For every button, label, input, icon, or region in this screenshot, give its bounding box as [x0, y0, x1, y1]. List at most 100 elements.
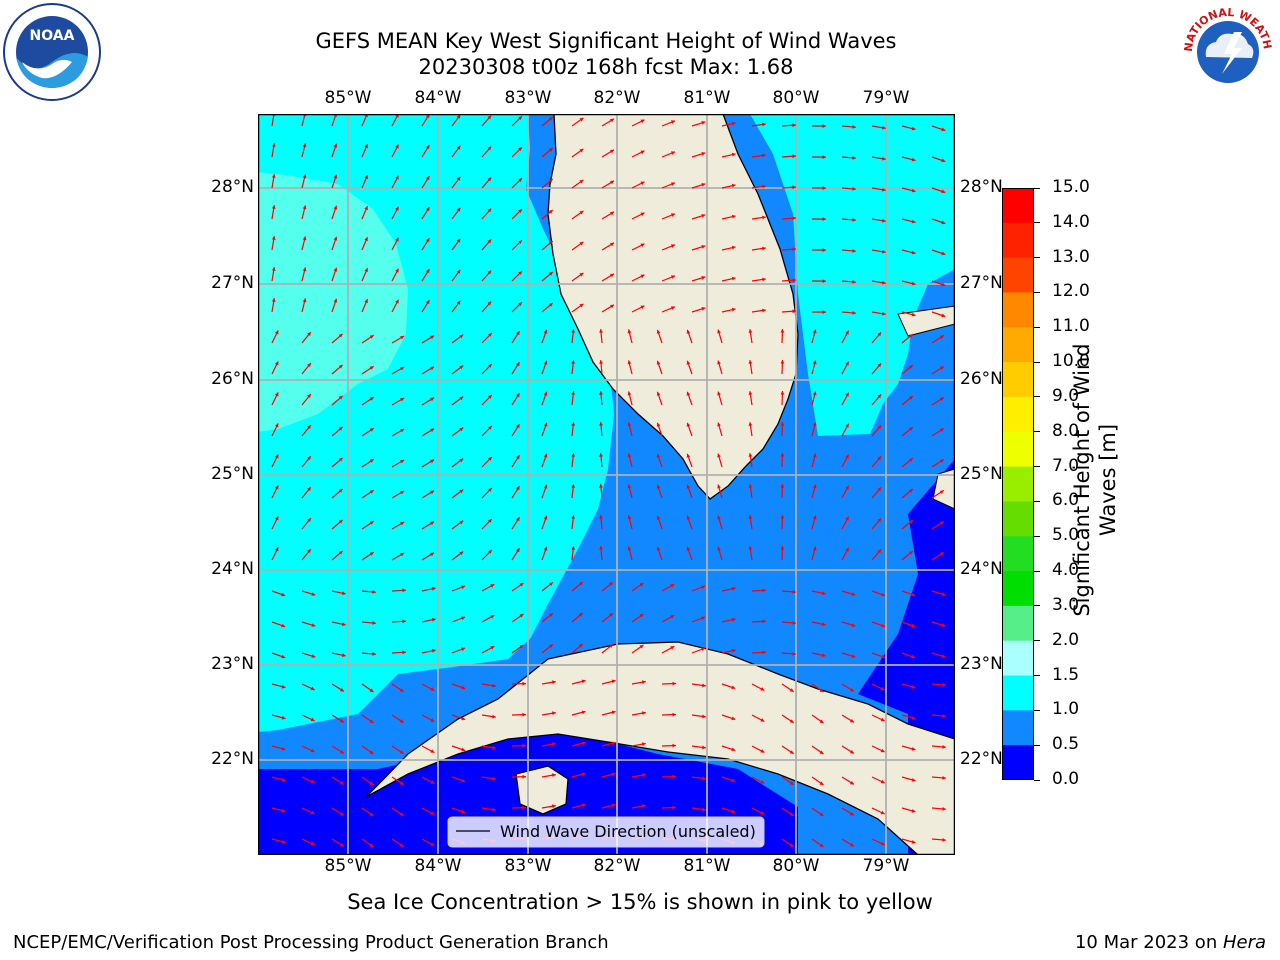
- wave-direction-arrow: [361, 396, 375, 406]
- wave-direction-arrow: [748, 546, 753, 561]
- wave-direction-arrow: [841, 683, 855, 692]
- wave-direction-arrow: [686, 453, 693, 468]
- wave-direction-arrow: [331, 621, 346, 627]
- wave-direction-arrow: [931, 280, 946, 287]
- wave-direction-arrow: [361, 745, 374, 755]
- wave-direction-arrow: [901, 683, 916, 689]
- wave-direction-arrow: [511, 485, 521, 499]
- map-frame: [258, 114, 955, 855]
- lat-label-right: 22°N: [960, 749, 1003, 769]
- colorbar-tick-mark: [1034, 779, 1040, 781]
- wave-direction-arrow: [686, 546, 693, 561]
- wave-direction-arrow: [511, 177, 523, 189]
- wave-direction-arrow: [541, 209, 554, 220]
- wave-direction-arrow: [481, 807, 496, 812]
- colorbar-tick-label: 12.0: [1052, 281, 1090, 302]
- wave-direction-arrow: [271, 143, 276, 158]
- wave-direction-arrow: [717, 484, 723, 499]
- wave-direction-arrow: [481, 776, 496, 781]
- wave-direction-arrow: [811, 621, 826, 627]
- wave-direction-arrow: [391, 206, 400, 220]
- wave-direction-arrow: [571, 391, 576, 406]
- wave-direction-arrow: [391, 838, 405, 848]
- wave-direction-arrow: [686, 360, 693, 375]
- wave-direction-arrow: [901, 621, 916, 628]
- wave-direction-arrow: [781, 683, 795, 693]
- wave-direction-arrow: [601, 612, 614, 623]
- wave-direction-arrow: [661, 743, 677, 748]
- wave-direction-arrow: [631, 305, 645, 313]
- wave-direction-arrow: [691, 745, 706, 750]
- wave-direction-arrow: [331, 683, 345, 692]
- wave-direction-arrow: [841, 516, 850, 530]
- wave-direction-arrow: [601, 710, 616, 716]
- colorbar-tick-label: 9.0: [1052, 385, 1080, 406]
- wave-direction-arrow: [541, 742, 556, 747]
- wave-direction-arrow: [541, 804, 556, 809]
- wave-direction-arrow: [901, 333, 914, 344]
- wave-direction-arrow: [627, 546, 633, 561]
- wave-direction-arrow: [661, 151, 676, 158]
- wave-direction-arrow: [601, 211, 615, 220]
- wave-direction-arrow: [931, 520, 945, 530]
- wave-direction-arrow: [811, 590, 826, 596]
- wave-direction-arrow: [656, 360, 663, 375]
- wave-direction-arrow: [301, 455, 312, 468]
- wave-direction-arrow: [601, 772, 616, 778]
- colorbar-tick-mark: [1034, 466, 1040, 468]
- wave-direction-arrow: [871, 187, 886, 192]
- wave-direction-arrow: [571, 422, 576, 437]
- wave-direction-arrow: [421, 206, 430, 220]
- colorbar-tick-label: 11.0: [1052, 316, 1090, 337]
- wave-direction-arrow: [421, 268, 430, 282]
- wave-direction-arrow: [391, 366, 405, 375]
- wave-direction-arrow: [451, 585, 466, 592]
- wave-direction-arrow: [331, 590, 346, 596]
- wave-direction-arrow: [931, 249, 946, 256]
- wave-direction-arrow: [541, 484, 548, 499]
- wave-direction-arrow: [811, 360, 817, 375]
- wave-direction-arrow: [661, 275, 676, 282]
- wave-direction-arrow: [301, 714, 315, 722]
- colorbar-segment: [1002, 292, 1034, 328]
- nws-logo: NATIONAL WEATHER SERVICE: [1172, 0, 1280, 102]
- wave-direction-arrow: [421, 838, 435, 847]
- wave-direction-arrow: [541, 391, 548, 406]
- wave-direction-arrow: [301, 298, 307, 313]
- wave-direction-arrow: [717, 546, 723, 561]
- wave-direction-arrow: [627, 453, 633, 468]
- wave-direction-arrow: [631, 243, 645, 251]
- wave-direction-arrow: [691, 714, 706, 719]
- wave-direction-arrow: [901, 364, 914, 375]
- wave-direction-arrow: [361, 652, 376, 656]
- florida-land: [547, 114, 799, 500]
- wave-direction-arrow: [871, 683, 885, 691]
- colorbar-tick-label: 15.0: [1052, 177, 1090, 197]
- wave-direction-arrow: [661, 805, 677, 810]
- wave-direction-arrow: [421, 586, 436, 592]
- wave-direction-arrow: [871, 549, 882, 561]
- wave-direction-arrow: [901, 280, 916, 286]
- wave-direction-arrow: [901, 218, 916, 224]
- wave-direction-arrow: [841, 838, 855, 847]
- wave-region-atlantic-1-1.5m: [750, 114, 955, 436]
- wave-direction-arrow: [780, 452, 785, 468]
- wave-direction-arrow: [841, 330, 850, 344]
- wave-direction-arrow: [661, 614, 675, 623]
- wave-region-0-0.5m-west: [258, 769, 378, 855]
- wave-direction-arrow: [571, 515, 576, 530]
- wave-direction-arrow: [331, 457, 343, 468]
- lon-label-bottom: 82°W: [593, 856, 641, 876]
- wave-direction-arrow: [811, 683, 824, 693]
- wave-direction-arrow: [271, 392, 279, 406]
- wave-direction-arrow: [361, 365, 375, 375]
- wave-direction-arrow: [571, 210, 584, 220]
- wave-direction-arrow: [541, 271, 554, 282]
- wave-direction-arrow: [631, 680, 646, 685]
- wave-direction-arrow: [811, 807, 824, 817]
- wave-direction-arrow: [421, 648, 436, 654]
- wind-wave-direction-arrows: [271, 114, 946, 848]
- wave-direction-arrow: [751, 745, 765, 754]
- wave-direction-arrow: [661, 645, 675, 654]
- wave-direction-arrow: [301, 590, 316, 596]
